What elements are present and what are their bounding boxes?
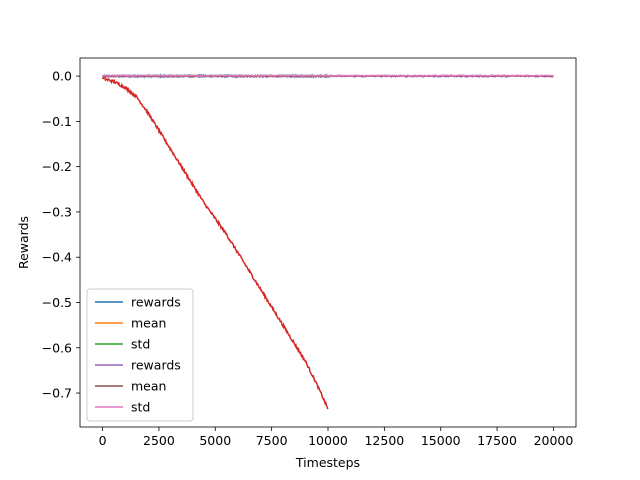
y-tick-label: −0.5 <box>42 295 72 310</box>
series-line-6 <box>101 76 329 410</box>
legend: rewards mean std rewards mean std <box>86 288 194 422</box>
y-tick-label: −0.4 <box>42 250 72 265</box>
y-tick-label: −0.7 <box>42 386 72 401</box>
legend-label: std <box>131 337 150 352</box>
x-tick-label: 12500 <box>364 433 404 448</box>
legend-label: mean <box>131 316 166 331</box>
series-line-5 <box>102 74 554 77</box>
y-tick-label: −0.6 <box>42 340 72 355</box>
legend-label: rewards <box>131 358 181 373</box>
x-tick-label: 20000 <box>534 433 574 448</box>
x-tick-label: 5000 <box>199 433 231 448</box>
x-tick-label: 17500 <box>477 433 517 448</box>
series-layer <box>101 73 555 410</box>
y-axis-label: Rewards <box>16 216 31 269</box>
x-tick-label: 0 <box>99 433 107 448</box>
x-tick-label: 10000 <box>308 433 348 448</box>
legend-label: mean <box>131 379 166 394</box>
x-tick-label: 15000 <box>421 433 461 448</box>
x-axis-ticks: 0 2500 5000 7500 10000 12500 15000 17500 20000 <box>99 427 574 448</box>
y-tick-label: −0.2 <box>42 159 72 174</box>
x-tick-label: 2500 <box>143 433 175 448</box>
y-tick-label: −0.3 <box>42 204 72 219</box>
x-tick-label: 7500 <box>256 433 288 448</box>
legend-label: rewards <box>131 295 181 310</box>
x-axis-label: Timesteps <box>295 455 360 470</box>
legend-label: std <box>131 400 150 415</box>
legend-box <box>86 288 194 422</box>
y-tick-label: 0.0 <box>52 69 72 84</box>
y-tick-label: −0.1 <box>42 114 72 129</box>
y-axis-ticks: 0.0 −0.1 −0.2 −0.3 −0.4 −0.5 −0.6 −0.7 <box>42 69 80 401</box>
